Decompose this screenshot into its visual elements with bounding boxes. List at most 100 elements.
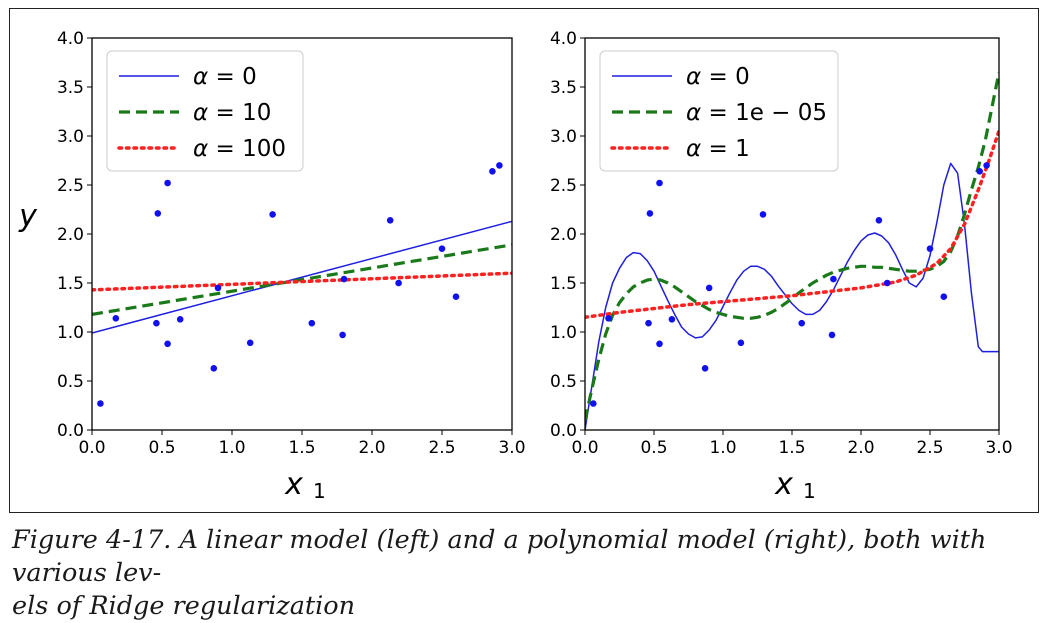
right-data-point-3 — [645, 319, 652, 327]
right-data-point-14 — [830, 275, 837, 283]
left-series-3-line — [92, 271, 512, 292]
right-xtick-label: 2.5 — [916, 438, 943, 458]
left-data-point-18 — [452, 293, 460, 301]
left-data-point-16 — [395, 279, 402, 287]
left-ytick-label: 3.5 — [57, 78, 84, 98]
right-ytick-label: 2.5 — [550, 176, 577, 196]
right-data-point-1 — [590, 400, 597, 407]
right-data-point-19 — [976, 168, 983, 175]
left-legend-label-3: α = 100 — [193, 136, 286, 162]
left-ytick-label: 0.5 — [57, 372, 84, 392]
left-data-point-20 — [496, 162, 503, 169]
right-data-point-17 — [926, 245, 934, 252]
right-x-axis-label: x — [774, 467, 793, 502]
left-data-point-10 — [246, 339, 254, 347]
right-series-3-line — [585, 129, 999, 320]
right-xtick-label: 1.5 — [778, 438, 805, 458]
right-xtick-label: 3.0 — [985, 438, 1012, 458]
right-ytick-label: 1.0 — [550, 323, 577, 343]
right-ytick-label: 3.0 — [550, 127, 577, 147]
left-data-point-12 — [308, 319, 316, 327]
left-scatter-group — [97, 162, 503, 407]
right-legend: α = 0 α = 1e − 05 α = 1 — [599, 50, 839, 172]
right-data-point-12 — [798, 319, 805, 327]
left-data-point-3 — [153, 319, 160, 327]
right-series-1-line — [585, 162, 999, 430]
right-legend-label-1: α = 0 — [686, 64, 750, 90]
right-data-point-4 — [646, 210, 654, 217]
right-xtick-label: 2.0 — [847, 438, 874, 458]
left-ytick-label: 0.0 — [57, 421, 84, 441]
left-x-axis-label-subscript: 1 — [313, 479, 326, 503]
right-data-point-15 — [875, 217, 883, 224]
right-data-point-2 — [605, 315, 612, 322]
left-data-point-11 — [269, 211, 276, 218]
right-data-point-5 — [656, 179, 663, 187]
left-xtick-label: 2.0 — [358, 438, 385, 458]
right-ytick-label: 4.0 — [550, 29, 577, 49]
right-series-2-line — [585, 71, 999, 421]
left-data-point-4 — [154, 210, 162, 217]
right-ytick-label: 2.0 — [550, 225, 577, 245]
left-data-point-17 — [438, 245, 446, 252]
right-data-point-9 — [705, 284, 713, 292]
caption-line-1: Figure 4-17. A linear model (left) and a… — [12, 525, 987, 588]
right-ytick-label: 3.5 — [550, 78, 577, 98]
left-series-2-line — [92, 243, 512, 316]
right-xtick-label: 0.5 — [640, 438, 667, 458]
left-data-point-7 — [176, 316, 184, 323]
right-xtick-label: 1.0 — [709, 438, 736, 458]
left-data-point-13 — [339, 331, 346, 339]
right-data-point-13 — [828, 331, 836, 339]
left-xtick-label: 2.5 — [428, 438, 455, 458]
left-data-point-5 — [164, 179, 171, 187]
left-ytick-label: 1.0 — [57, 323, 84, 343]
caption-line-2: els of Ridge regularization — [12, 591, 356, 621]
right-series-group — [585, 71, 999, 430]
right-legend-label-2: α = 1e − 05 — [686, 100, 827, 126]
right-chart: 0.0 0.5 1.0 1.5 2.0 2.5 3.0 0.0 0.5 1.0 1.5 2.0 2.5 3… — [550, 29, 1013, 503]
right-xtick-label: 0.0 — [571, 438, 598, 458]
figure-caption: Figure 4-17. A linear model (left) and a… — [12, 524, 1042, 623]
left-xtick-label: 3.0 — [498, 438, 525, 458]
left-ytick-label: 3.0 — [57, 127, 84, 147]
right-ytick-label: 0.0 — [550, 421, 577, 441]
left-x-axis-label: x — [284, 467, 303, 502]
left-ytick-label: 2.5 — [57, 176, 84, 196]
left-legend-label-2: α = 10 — [193, 100, 271, 126]
right-legend-label-3: α = 1 — [686, 136, 750, 162]
left-y-axis-label: y — [18, 199, 38, 234]
left-xtick-label: 1.5 — [288, 438, 315, 458]
left-data-point-19 — [489, 168, 496, 175]
right-ytick-label: 0.5 — [550, 372, 577, 392]
left-legend-box — [106, 50, 304, 172]
left-series-1-line — [92, 220, 512, 334]
right-data-point-20 — [983, 162, 990, 169]
right-data-point-18 — [940, 293, 948, 301]
right-data-point-10 — [737, 339, 745, 347]
left-data-point-9 — [214, 284, 222, 292]
left-data-point-14 — [340, 275, 348, 283]
right-data-point-8 — [701, 365, 709, 372]
right-data-point-11 — [759, 211, 767, 218]
left-data-point-6 — [164, 340, 171, 348]
left-legend: α = 0 α = 10 α = 100 — [106, 50, 304, 172]
right-scatter-group — [590, 162, 990, 407]
left-xtick-label: 1.0 — [218, 438, 245, 458]
right-data-point-7 — [668, 316, 676, 323]
left-series-group — [92, 220, 512, 334]
left-legend-label-1: α = 0 — [193, 64, 257, 90]
left-xtick-label: 0.5 — [148, 438, 175, 458]
left-ytick-label: 1.5 — [57, 274, 84, 294]
right-data-point-6 — [656, 340, 663, 348]
right-data-point-16 — [883, 279, 891, 287]
left-data-point-15 — [386, 217, 394, 224]
left-ytick-label: 2.0 — [57, 225, 84, 245]
charts-svg: 0.0 0.5 1.0 1.5 2.0 2.5 3.0 0.0 0.5 1.0 1.5 2.0 2.5 3… — [18, 29, 1013, 503]
left-data-point-1 — [97, 400, 104, 407]
left-xtick-label: 0.0 — [78, 438, 105, 458]
left-data-point-8 — [210, 365, 218, 372]
left-chart: 0.0 0.5 1.0 1.5 2.0 2.5 3.0 0.0 0.5 1.0 1.5 2.0 2.5 3… — [18, 29, 525, 503]
figure-frame — [9, 8, 1039, 513]
right-ytick-label: 1.5 — [550, 274, 577, 294]
